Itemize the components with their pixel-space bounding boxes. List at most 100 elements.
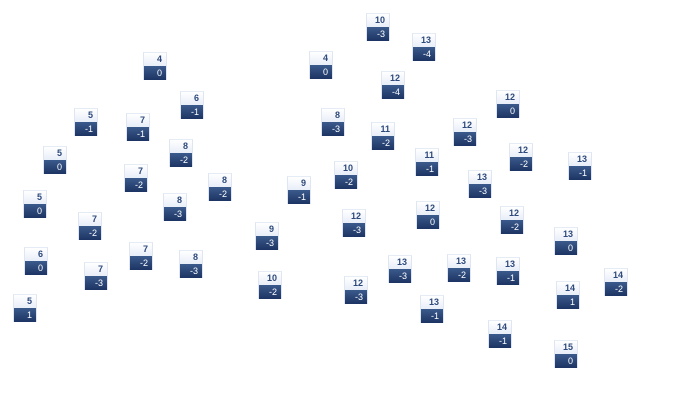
node-top-value: 13 <box>389 256 411 269</box>
node[interactable]: 8 -2 <box>169 139 193 167</box>
node-bottom-value: 1 <box>14 308 36 322</box>
node-top-value: 9 <box>288 177 310 190</box>
node-bottom-value: -2 <box>605 282 627 296</box>
node[interactable]: 13 -4 <box>412 33 436 61</box>
node[interactable]: 14 1 <box>556 281 580 309</box>
node-bottom-value: 0 <box>417 215 439 229</box>
node-top-value: 12 <box>501 207 523 220</box>
node-bottom-value: -2 <box>259 285 281 299</box>
node-bottom-value: 0 <box>24 204 46 218</box>
node-bottom-value: -2 <box>501 220 523 234</box>
node[interactable]: 8 -3 <box>163 193 187 221</box>
node-bottom-value: -1 <box>181 105 203 119</box>
node-top-value: 5 <box>24 191 46 204</box>
node[interactable]: 11 -1 <box>415 148 439 176</box>
node-bottom-value: -2 <box>209 187 231 201</box>
node[interactable]: 13 -1 <box>568 152 592 180</box>
node[interactable]: 14 -1 <box>488 320 512 348</box>
node[interactable]: 10 -3 <box>366 13 390 41</box>
node-top-value: 8 <box>180 251 202 264</box>
node-bottom-value: -1 <box>127 127 149 141</box>
node-top-value: 12 <box>497 91 519 104</box>
node[interactable]: 8 -2 <box>208 173 232 201</box>
node-top-value: 13 <box>448 255 470 268</box>
node-top-value: 6 <box>25 248 47 261</box>
node-top-value: 7 <box>79 213 101 226</box>
node-bottom-value: -4 <box>382 85 404 99</box>
node-top-value: 12 <box>382 72 404 85</box>
node-top-value: 8 <box>209 174 231 187</box>
node[interactable]: 13 -3 <box>388 255 412 283</box>
node-bottom-value: -2 <box>130 256 152 270</box>
node-bottom-value: -3 <box>367 27 389 41</box>
node[interactable]: 13 -1 <box>496 257 520 285</box>
node-top-value: 13 <box>555 228 577 241</box>
node[interactable]: 10 -2 <box>334 161 358 189</box>
node[interactable]: 8 -3 <box>179 250 203 278</box>
node-bottom-value: -3 <box>164 207 186 221</box>
node-bottom-value: 0 <box>555 354 577 368</box>
node-bottom-value: 0 <box>555 241 577 255</box>
node[interactable]: 10 -2 <box>258 271 282 299</box>
node[interactable]: 13 -1 <box>420 295 444 323</box>
node[interactable]: 7 -1 <box>126 113 150 141</box>
node[interactable]: 12 -3 <box>344 276 368 304</box>
node[interactable]: 9 -1 <box>287 176 311 204</box>
node-bottom-value: -2 <box>79 226 101 240</box>
node-top-value: 5 <box>14 295 36 308</box>
node[interactable]: 12 0 <box>416 201 440 229</box>
node-bottom-value: -3 <box>469 184 491 198</box>
node[interactable]: 12 -3 <box>342 209 366 237</box>
node-top-value: 8 <box>322 109 344 122</box>
node[interactable]: 12 -2 <box>509 143 533 171</box>
node[interactable]: 12 -3 <box>453 118 477 146</box>
node[interactable]: 7 -2 <box>129 242 153 270</box>
node-top-value: 13 <box>497 258 519 271</box>
node[interactable]: 6 -1 <box>180 91 204 119</box>
node[interactable]: 14 -2 <box>604 268 628 296</box>
node-bottom-value: 0 <box>310 65 332 79</box>
node-bottom-value: -2 <box>335 175 357 189</box>
node-top-value: 12 <box>417 202 439 215</box>
node-bottom-value: -1 <box>569 166 591 180</box>
node[interactable]: 12 -2 <box>500 206 524 234</box>
node[interactable]: 12 0 <box>496 90 520 118</box>
node[interactable]: 8 -3 <box>321 108 345 136</box>
node[interactable]: 13 -3 <box>468 170 492 198</box>
node-bottom-value: -2 <box>125 178 147 192</box>
node-top-value: 4 <box>144 53 166 66</box>
node-bottom-value: 0 <box>44 160 66 174</box>
node[interactable]: 13 -2 <box>447 254 471 282</box>
node-top-value: 5 <box>44 147 66 160</box>
node[interactable]: 12 -4 <box>381 71 405 99</box>
node-top-value: 13 <box>569 153 591 166</box>
node-top-value: 10 <box>335 162 357 175</box>
node-bottom-value: -1 <box>288 190 310 204</box>
node-bottom-value: -2 <box>448 268 470 282</box>
node-top-value: 10 <box>259 272 281 285</box>
node-top-value: 7 <box>127 114 149 127</box>
node-top-value: 10 <box>367 14 389 27</box>
node-bottom-value: 1 <box>557 295 579 309</box>
node-top-value: 11 <box>416 149 438 162</box>
node-bottom-value: 0 <box>25 261 47 275</box>
node[interactable]: 7 -2 <box>124 164 148 192</box>
node-top-value: 7 <box>130 243 152 256</box>
node[interactable]: 7 -3 <box>84 262 108 290</box>
node-top-value: 12 <box>343 210 365 223</box>
node-top-value: 14 <box>605 269 627 282</box>
node[interactable]: 15 0 <box>554 340 578 368</box>
node[interactable]: 7 -2 <box>78 212 102 240</box>
node[interactable]: 11 -2 <box>371 122 395 150</box>
node[interactable]: 9 -3 <box>255 222 279 250</box>
node[interactable]: 13 0 <box>554 227 578 255</box>
node[interactable]: 5 -1 <box>74 108 98 136</box>
node-bottom-value: -3 <box>180 264 202 278</box>
node-top-value: 7 <box>125 165 147 178</box>
